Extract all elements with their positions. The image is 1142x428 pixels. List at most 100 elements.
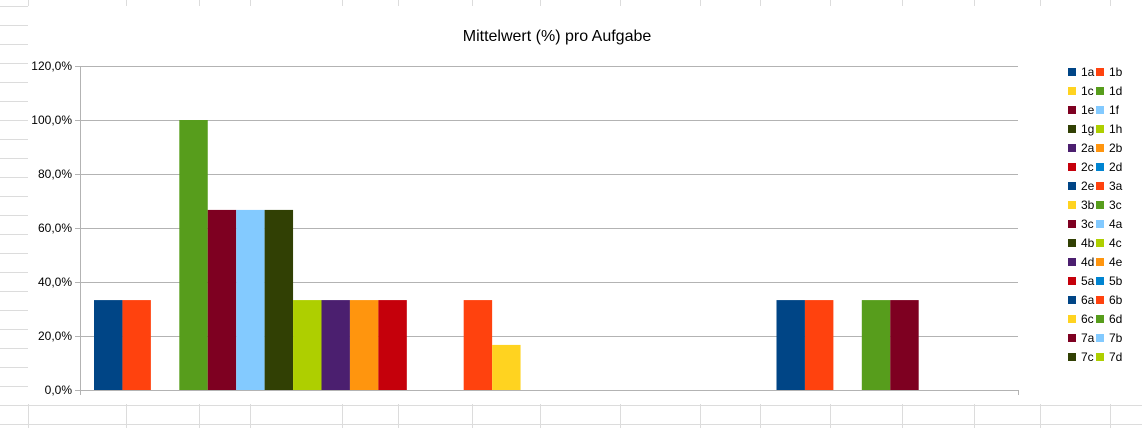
legend-item: 7a	[1068, 328, 1094, 347]
legend-label: 2a	[1081, 140, 1095, 155]
legend-swatch	[1096, 352, 1104, 361]
legend-item: 4a	[1096, 214, 1122, 233]
legend-item: 1g	[1068, 119, 1094, 138]
legend: 1a 1b 1c 1d 1e 1f 1g 1h 2a 2b 2c 2d 2e 3a 3b 3c 3c 4a 4b 4c…	[1068, 62, 1138, 366]
legend-item: 1f	[1096, 100, 1122, 119]
legend-swatch	[1068, 200, 1076, 209]
legend-item: 1a	[1068, 62, 1094, 81]
chart-container[interactable]: Mittelwert (%) pro Aufgabe 0,0% 20,0% 40,0…	[28, 6, 1142, 404]
legend-swatch	[1096, 314, 1104, 323]
bar-6b	[804, 300, 834, 390]
legend-item: 3a	[1096, 176, 1122, 195]
legend-label: 2c	[1081, 159, 1094, 174]
legend-label: 6b	[1109, 292, 1123, 307]
legend-label: 2b	[1109, 140, 1123, 155]
legend-swatch	[1096, 162, 1104, 171]
legend-item: 4e	[1096, 252, 1122, 271]
legend-swatch	[1068, 314, 1076, 323]
bar-1d	[179, 120, 208, 390]
legend-label: 7c	[1081, 349, 1094, 364]
legend-label: 1c	[1081, 83, 1094, 98]
legend-item: 1d	[1096, 81, 1122, 100]
legend-item: 1h	[1096, 119, 1122, 138]
y-tick-label: 0,0%	[45, 383, 73, 397]
legend-item: 4b	[1068, 233, 1094, 252]
legend-item: 7b	[1096, 328, 1122, 347]
legend-label: 6d	[1109, 311, 1123, 326]
legend-item: 2b	[1096, 138, 1122, 157]
legend-swatch	[1068, 295, 1076, 304]
legend-swatch	[1068, 238, 1076, 247]
legend-label: 5b	[1109, 273, 1123, 288]
bar-1e	[207, 209, 237, 390]
legend-item: 3c	[1096, 195, 1122, 214]
y-tick-label: 60,0%	[38, 221, 72, 235]
legend-swatch	[1068, 105, 1076, 114]
legend-swatch	[1068, 181, 1076, 190]
y-tick-label: 80,0%	[38, 167, 72, 181]
legend-swatch	[1096, 86, 1104, 95]
y-tick-label: 100,0%	[31, 113, 72, 127]
legend-label: 1h	[1109, 121, 1123, 136]
legend-swatch	[1068, 86, 1076, 95]
legend-swatch	[1096, 67, 1104, 76]
y-tick-label: 40,0%	[38, 275, 72, 289]
legend-item: 2e	[1068, 176, 1094, 195]
bar-3b	[492, 344, 521, 390]
legend-label: 1a	[1081, 64, 1095, 79]
legend-item: 7d	[1096, 347, 1122, 366]
legend-label: 3c	[1109, 197, 1122, 212]
legend-swatch	[1096, 276, 1104, 285]
legend-swatch	[1068, 352, 1076, 361]
legend-item: 3b	[1068, 195, 1094, 214]
bar-6d	[861, 300, 891, 390]
legend-swatch	[1068, 124, 1076, 133]
legend-label: 3b	[1081, 197, 1095, 212]
legend-item: 4d	[1068, 252, 1094, 271]
legend-label: 3c	[1081, 216, 1094, 231]
legend-label: 1b	[1109, 64, 1123, 79]
axes	[80, 66, 1019, 395]
bar-3a	[463, 300, 493, 390]
bar-1f	[236, 209, 265, 390]
legend-label: 7d	[1109, 349, 1123, 364]
bar-7a	[890, 300, 919, 390]
legend-label: 4b	[1081, 235, 1095, 250]
chart-title: Mittelwert (%) pro Aufgabe	[463, 28, 652, 45]
bar-1b	[122, 300, 151, 390]
legend-label: 3a	[1109, 178, 1123, 193]
legend-label: 5a	[1081, 273, 1095, 288]
legend-swatch	[1068, 276, 1076, 285]
legend-swatch	[1096, 124, 1104, 133]
legend-item: 1c	[1068, 81, 1094, 100]
legend-swatch	[1096, 219, 1104, 228]
bar-6a	[776, 300, 805, 390]
bar-2c	[378, 300, 407, 390]
y-axis-tick-labels: 0,0% 20,0% 40,0% 60,0% 80,0% 100,0% 120,0%	[31, 59, 72, 397]
legend-swatch	[1096, 105, 1104, 114]
legend-item: 6d	[1096, 309, 1122, 328]
legend-swatch	[1068, 67, 1076, 76]
legend-item: 3c	[1068, 214, 1094, 233]
bar-2b	[349, 300, 379, 390]
legend-item: 2a	[1068, 138, 1094, 157]
legend-item: 6b	[1096, 290, 1122, 309]
y-tick-label: 120,0%	[31, 59, 72, 73]
legend-swatch	[1096, 295, 1104, 304]
bar-1a	[94, 300, 123, 390]
legend-item: 4c	[1096, 233, 1122, 252]
legend-item: 1b	[1096, 62, 1122, 81]
legend-label: 6a	[1081, 292, 1095, 307]
legend-label: 4e	[1109, 254, 1123, 269]
legend-item: 5a	[1068, 271, 1094, 290]
legend-item: 5b	[1096, 271, 1122, 290]
y-tick-label: 20,0%	[38, 329, 72, 343]
bar-1g	[264, 209, 294, 390]
legend-label: 4d	[1081, 254, 1095, 269]
legend-label: 4c	[1109, 235, 1122, 250]
legend-swatch	[1096, 257, 1104, 266]
legend-swatch	[1096, 200, 1104, 209]
legend-label: 1g	[1081, 121, 1095, 136]
legend-label: 2d	[1109, 159, 1123, 174]
legend-swatch	[1068, 257, 1076, 266]
